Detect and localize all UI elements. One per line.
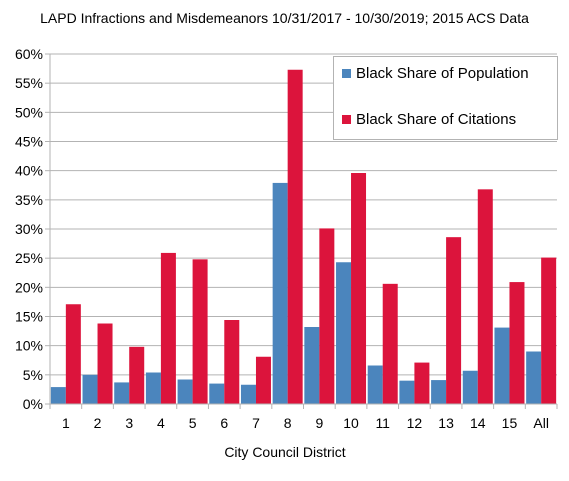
y-tick-label: 5% [23, 367, 43, 383]
bar-citations-14 [477, 189, 493, 404]
y-tick-label: 15% [15, 309, 43, 325]
x-tick-label: 8 [284, 415, 292, 431]
x-tick-labels: 1 2 3 4 5 6 7 8 9 10 11 12 13 14 15 All [62, 415, 549, 431]
bar-population-7 [240, 384, 256, 404]
y-tick-label: 40% [15, 163, 43, 179]
x-tick-label: 2 [94, 415, 102, 431]
legend-item-population: Black Share of Population [342, 65, 529, 82]
x-axis-label: City Council District [224, 444, 346, 460]
bar-citations-12 [414, 362, 430, 404]
bar-population-All [526, 351, 542, 404]
bar-citations-7 [255, 356, 271, 404]
x-tick-label: 4 [157, 415, 165, 431]
y-tick-label: 45% [15, 134, 43, 150]
x-tick-label: 1 [62, 415, 70, 431]
x-tick-label: 14 [470, 415, 486, 431]
legend-swatch-population [342, 69, 351, 78]
bar-citations-1 [65, 304, 81, 404]
y-tick-label: 20% [15, 279, 43, 295]
bar-citations-All [541, 257, 557, 404]
axes [45, 53, 558, 409]
bar-population-13 [431, 380, 447, 404]
y-tick-label: 30% [15, 221, 43, 237]
y-tick-labels: 0% 5% 10% 15% 20% 25% 30% 35% 40% 45% 50% 55% 60% [15, 46, 43, 412]
bar-population-5 [177, 379, 193, 404]
y-tick-label: 55% [15, 75, 43, 91]
bar-citations-2 [97, 323, 113, 404]
x-tick-label: 3 [125, 415, 133, 431]
legend-label-population: Black Share of Population [356, 65, 529, 82]
bar-citations-6 [224, 320, 240, 404]
y-tick-label: 60% [15, 46, 43, 62]
x-tick-label: 6 [220, 415, 228, 431]
bar-population-9 [304, 327, 320, 404]
bar-population-1 [50, 387, 66, 404]
x-tick-label: 9 [315, 415, 323, 431]
bar-population-8 [272, 182, 288, 404]
x-tick-label: 5 [189, 415, 197, 431]
bar-citations-9 [319, 228, 335, 404]
bar-population-14 [462, 370, 478, 404]
bar-population-6 [209, 383, 225, 404]
legend-label-citations: Black Share of Citations [356, 111, 517, 128]
legend-swatch-citations [342, 115, 351, 124]
chart-title: LAPD Infractions and Misdemeanors 10/31/… [40, 10, 529, 26]
bar-population-4 [145, 372, 161, 404]
x-tick-label: 13 [438, 415, 454, 431]
y-tick-label: 25% [15, 250, 43, 266]
x-tick-label: 11 [375, 415, 390, 431]
bar-citations-15 [509, 282, 525, 404]
bar-citations-11 [382, 283, 398, 404]
bar-population-2 [82, 374, 98, 404]
bar-citations-8 [287, 69, 303, 404]
bar-citations-5 [192, 259, 208, 404]
bar-population-11 [367, 365, 383, 404]
legend-item-citations: Black Share of Citations [342, 111, 516, 128]
y-tick-label: 0% [23, 396, 43, 412]
y-tick-label: 10% [15, 338, 43, 354]
bar-population-10 [336, 262, 352, 404]
bar-citations-3 [129, 346, 145, 404]
bar-citations-13 [446, 237, 462, 404]
x-tick-label: All [533, 415, 549, 431]
legend: Black Share of Population Black Share of… [333, 56, 558, 140]
bar-population-3 [114, 382, 130, 404]
x-tick-label: 15 [502, 415, 518, 431]
y-tick-label: 50% [15, 104, 43, 120]
bar-population-12 [399, 380, 415, 404]
x-tick-label: 7 [252, 415, 260, 431]
bars [50, 69, 557, 404]
bar-citations-4 [160, 252, 176, 404]
bar-citations-10 [351, 173, 367, 404]
x-tick-label: 12 [407, 415, 423, 431]
x-tick-label: 10 [343, 415, 359, 431]
bar-population-15 [494, 327, 510, 404]
y-tick-label: 35% [15, 192, 43, 208]
